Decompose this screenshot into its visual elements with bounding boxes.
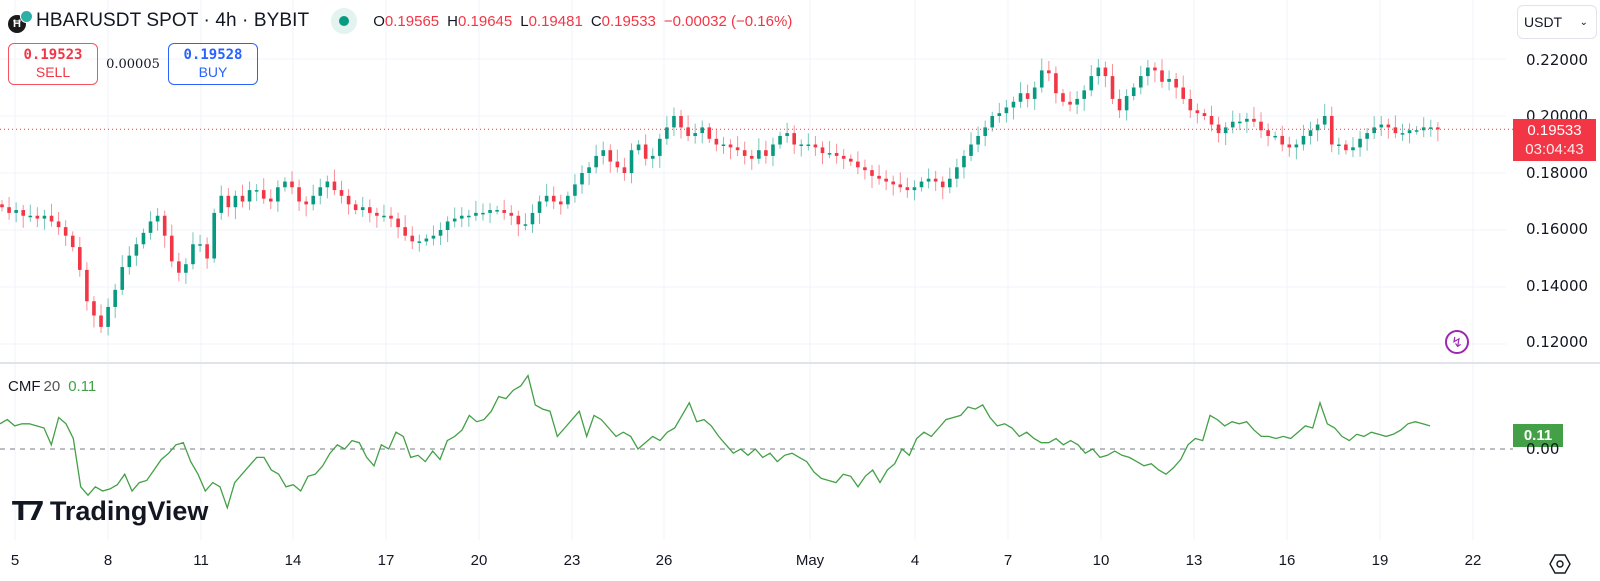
time-axis-label: 4 (910, 552, 920, 569)
time-axis-label: 20 (470, 552, 488, 569)
symbol-title[interactable]: HBARUSDT SPOT · 4h · BYBIT (36, 10, 310, 31)
cmf-value-tag: 0.11 (1513, 424, 1563, 447)
last-price: 0.19533 (1527, 122, 1582, 139)
sell-label: SELL (35, 64, 71, 80)
cmf-legend[interactable]: CMF 20 0.11 (8, 378, 96, 395)
time-axis-label: 19 (1371, 552, 1389, 569)
bar-countdown: 03:04:43 (1525, 141, 1584, 158)
low-value: 0.19481 (528, 12, 583, 30)
time-axis-label: 13 (1185, 552, 1203, 569)
chevron-down-icon: ⌄ (1579, 16, 1588, 28)
tradingview-logo-text: TradingView (49, 496, 209, 526)
close-label: C (590, 12, 602, 30)
time-axis-label: 5 (10, 552, 20, 569)
time-axis-label: 16 (1278, 552, 1296, 569)
cmf-zero-label: 0.00 (1526, 440, 1560, 458)
hbar-coin-icon: Ħ (8, 9, 33, 33)
open-value: 0.19565 (384, 12, 440, 30)
buy-label: BUY (198, 64, 228, 80)
settings-icon[interactable] (1549, 554, 1571, 574)
low-label: L (520, 12, 529, 30)
chart-header: Ħ HBARUSDT SPOT · 4h · BYBIT O0.19565 H0… (8, 8, 792, 34)
cmf-value: 0.11 (68, 378, 97, 395)
price-axis-label: 0.18000 (1526, 164, 1589, 182)
lightning-icon[interactable]: ↯ (1445, 330, 1469, 354)
open-label: O (373, 12, 385, 30)
sell-price: 0.19523 (23, 47, 83, 63)
price-axis-label: 0.22000 (1526, 51, 1589, 69)
cmf-length: 20 (43, 378, 61, 395)
cmf-name: CMF (8, 378, 41, 395)
tradingview-logo-icon: T7 (12, 496, 45, 527)
time-axis-label: 11 (193, 552, 209, 569)
tradingview-logo[interactable]: T7 TradingView (12, 496, 208, 527)
time-axis-label: 26 (655, 552, 673, 569)
time-axis-label: 8 (103, 552, 113, 569)
price-axis-label: 0.16000 (1526, 220, 1589, 238)
currency-value: USDT (1524, 14, 1563, 30)
close-value: 0.19533 (601, 12, 656, 30)
buy-button[interactable]: 0.19528 BUY (168, 43, 258, 85)
last-price-tag: 0.19533 03:04:43 (1513, 119, 1596, 161)
high-value: 0.19645 (458, 12, 513, 30)
price-axis-label: 0.12000 (1526, 333, 1589, 351)
time-axis-label: 17 (377, 552, 395, 569)
buy-price: 0.19528 (183, 47, 243, 63)
ohlc-legend: O0.19565 H0.19645 L0.19481 C0.19533 −0.0… (373, 13, 792, 30)
time-axis-label: 7 (1003, 552, 1013, 569)
change-value: −0.00032 (−0.16%) (663, 12, 793, 30)
currency-select[interactable]: USDT ⌄ (1517, 5, 1597, 39)
spread-value: 0.00005 (106, 56, 160, 72)
high-label: H (447, 12, 458, 30)
time-axis-label: May (795, 552, 825, 569)
sell-button[interactable]: 0.19523 SELL (8, 43, 98, 85)
time-axis-label: 22 (1464, 552, 1482, 569)
market-status-icon[interactable] (331, 8, 358, 34)
time-axis-label: 23 (563, 552, 581, 569)
time-axis-label: 14 (284, 552, 302, 569)
price-axis-label: 0.14000 (1526, 277, 1589, 295)
trade-panel: 0.19523 SELL 0.00005 0.19528 BUY (8, 43, 258, 85)
time-axis-label: 10 (1092, 552, 1110, 569)
